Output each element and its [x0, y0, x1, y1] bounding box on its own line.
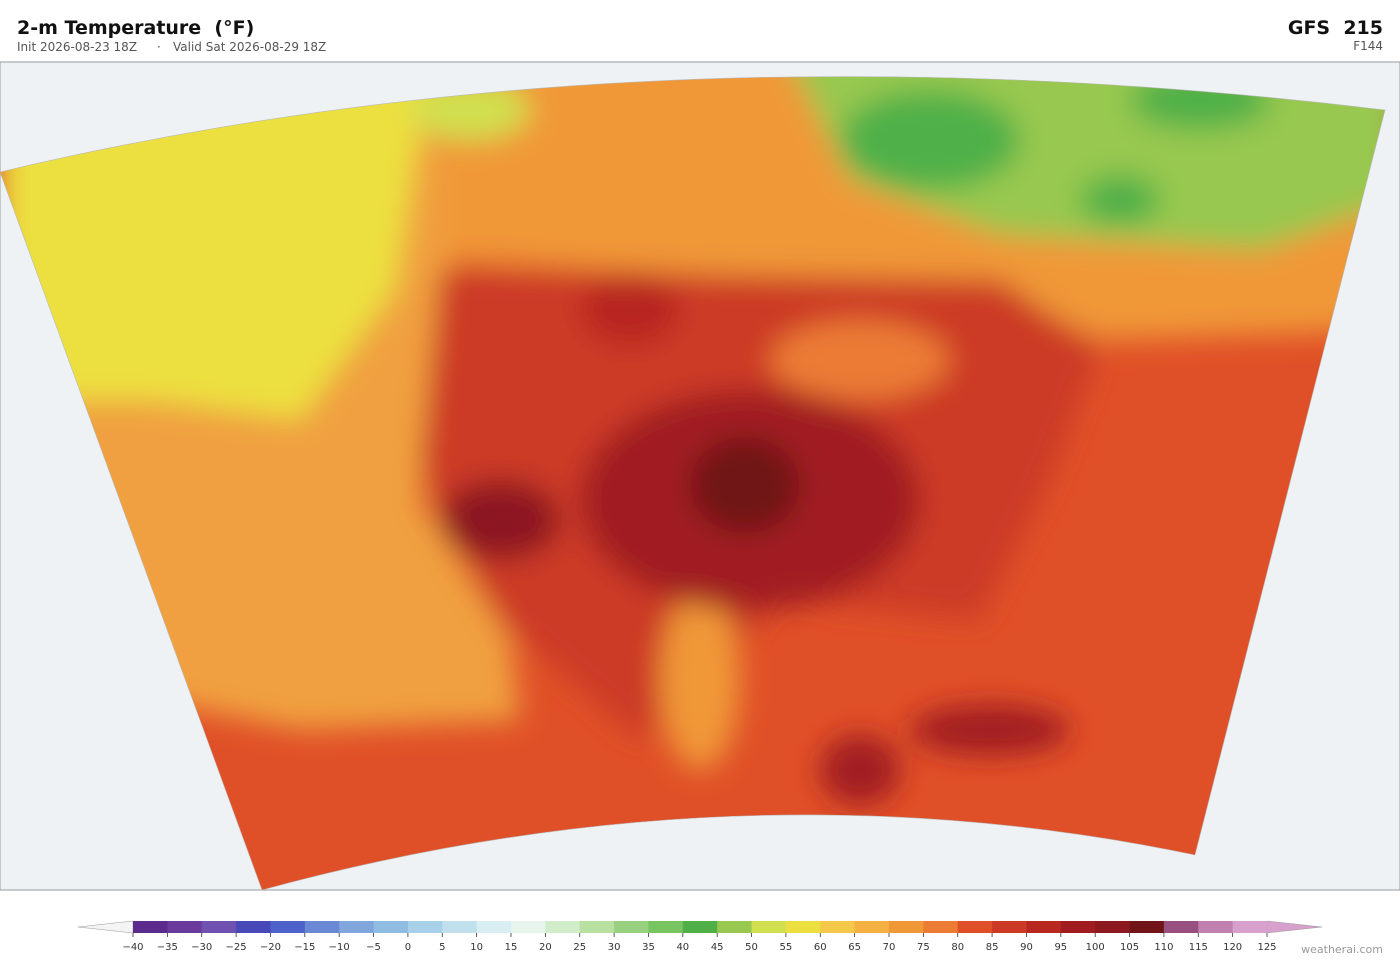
title: 2-m Temperature (°F): [17, 17, 254, 39]
colorbar-segment: [270, 921, 306, 933]
colorbar-tick-label: 110: [1154, 942, 1173, 953]
colorbar-segment: [820, 921, 856, 933]
watermark: weatherai.com: [1301, 943, 1383, 956]
temperature-field: [0, 76, 1385, 890]
colorbar-tick-label: 80: [951, 942, 964, 953]
colorbar-segment: [751, 921, 787, 933]
colorbar-segment: [1232, 921, 1268, 933]
colorbar-segment: [579, 921, 615, 933]
domain-edge: [0, 76, 1386, 891]
colorbar-segment: [407, 921, 443, 933]
colorbar-tick-label: 0: [405, 942, 411, 953]
colorbar-segment: [1060, 921, 1096, 933]
colorbar-segment: [889, 921, 924, 933]
colorbar-segment: [1026, 921, 1062, 933]
colorbar-segment: [717, 921, 752, 933]
colorbar-segment: [373, 921, 409, 933]
colorbar-tick-label: 25: [573, 942, 586, 953]
colorbar-tick-label: 40: [676, 942, 689, 953]
model: GFS 215: [1288, 17, 1383, 39]
colorbar-segment: [1095, 921, 1130, 933]
colorbar-tick-label: 10: [470, 942, 483, 953]
colorbar-tick-label: −35: [157, 942, 178, 953]
colorbar-tick-label: 45: [711, 942, 724, 953]
init-time: Init 2026-08-23 18Z: [17, 40, 137, 54]
map: [0, 61, 1400, 891]
colorbar-segment: [1129, 921, 1165, 933]
colorbar-segment: [682, 921, 718, 933]
colorbar-segment: [785, 921, 821, 933]
forecast-hour: F144: [1353, 39, 1383, 53]
colorbar-segment: [614, 921, 649, 933]
colorbar-tick-label: 65: [848, 942, 861, 953]
colorbar-segment: [167, 921, 203, 933]
colorbar-tick-label: 100: [1086, 942, 1105, 953]
separator: ·: [157, 40, 161, 54]
colorbar-tick-label: 95: [1054, 942, 1067, 953]
colorbar-segment: [854, 921, 890, 933]
colorbar-segment: [1198, 921, 1234, 933]
colorbar-tick-label: −5: [366, 942, 381, 953]
colorbar-segment: [992, 921, 1027, 933]
colorbar-tick-label: 105: [1120, 942, 1139, 953]
colorbar-segment: [957, 921, 993, 933]
colorbar-tick-label: 85: [986, 942, 999, 953]
colorbar-tick-label: −25: [226, 942, 247, 953]
valid-time: Valid Sat 2026-08-29 18Z: [173, 40, 326, 54]
colorbar-tick-label: 70: [883, 942, 896, 953]
colorbar-tick-label: 15: [505, 942, 518, 953]
colorbar-tick-label: 120: [1223, 942, 1242, 953]
colorbar-tick-label: −10: [329, 942, 350, 953]
colorbar-tick-label: 55: [780, 942, 793, 953]
colorbar-tick-label: 30: [608, 942, 621, 953]
colorbar-segment: [133, 921, 168, 933]
colorbar-segment: [201, 921, 237, 933]
colorbar-segment: [511, 921, 546, 933]
colorbar-tick-label: 75: [917, 942, 930, 953]
colorbar-tick-label: 125: [1257, 942, 1276, 953]
colorbar-tick-label: 115: [1189, 942, 1208, 953]
colorbar-segment: [442, 921, 478, 933]
colorbar-segment: [236, 921, 271, 933]
colorbar-tick-label: −20: [260, 942, 281, 953]
colorbar-segment: [304, 921, 340, 933]
colorbar-segment: [648, 921, 684, 933]
colorbar-tick-label: −40: [122, 942, 143, 953]
colorbar-tick-label: 35: [642, 942, 655, 953]
colorbar-segment: [1163, 921, 1199, 933]
colorbar: −40 −35 −30 −25 −20 −15 −10 −5 0 5 10 15 20 25 30 35 40 4…: [77, 920, 1323, 953]
colorbar-tick-label: 90: [1020, 942, 1033, 953]
colorbar-segment: [339, 921, 374, 933]
colorbar-tick-label: 20: [539, 942, 552, 953]
colorbar-segment: [545, 921, 581, 933]
colorbar-tick-label: 60: [814, 942, 827, 953]
colorbar-tick-label: 50: [745, 942, 758, 953]
colorbar-tick-label: 5: [439, 942, 445, 953]
colorbar-segment: [476, 921, 512, 933]
colorbar-tick-label: −15: [294, 942, 315, 953]
colorbar-tick-label: −30: [191, 942, 212, 953]
colorbar-segment: [923, 921, 959, 933]
